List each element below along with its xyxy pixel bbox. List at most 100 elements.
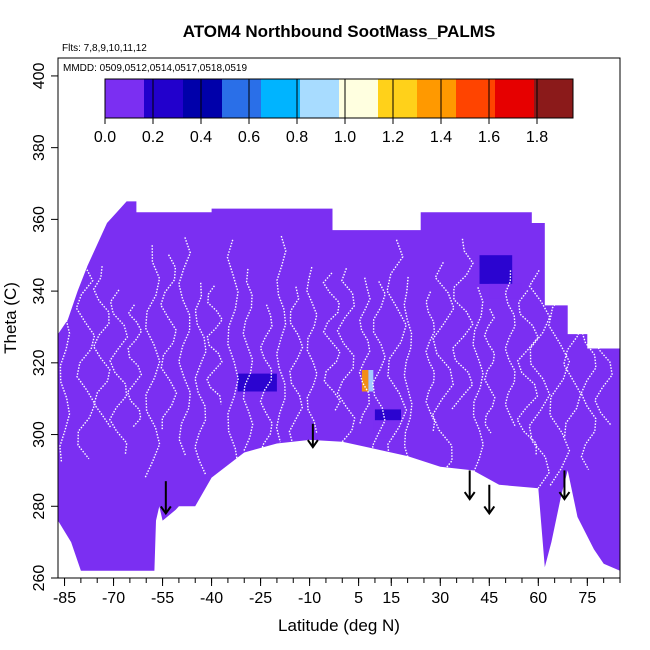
flight-track: [516, 290, 539, 455]
heat-patch-5: [374, 409, 401, 421]
flight-track: [483, 308, 496, 434]
profile-arrow: [558, 470, 571, 501]
colorbar-tick-label: 1.4: [430, 129, 452, 146]
colorbar-tick-label: 1.6: [478, 129, 500, 146]
colorbar-segment: [222, 79, 262, 118]
x-axis-label: Latitude (deg N): [278, 616, 400, 635]
chart-title: ATOM4 Northbound SootMass_PALMS: [183, 22, 496, 41]
flight-track: [194, 282, 207, 475]
heat-patch-3: [368, 370, 374, 392]
flights-label: Flts: 7,8,9,10,11,12: [62, 43, 147, 54]
flight-track: [160, 254, 178, 431]
x-tick-label: 5: [354, 590, 363, 607]
flight-track: [528, 270, 551, 489]
x-tick-label: -40: [200, 590, 223, 607]
y-tick-label: 340: [31, 278, 48, 305]
arrow-head: [558, 491, 571, 501]
x-tick-label: 30: [431, 590, 449, 607]
x-tick-label: 45: [480, 590, 498, 607]
flight-track: [259, 304, 273, 456]
arrow-head: [307, 439, 319, 449]
colorbar: 0.0 0.2 0.4 0.6 0.8 1.0 1.2 1.4 1.6 1.8: [94, 78, 574, 146]
y-axis: 260 280 300 320 340 360 380 400: [31, 62, 58, 591]
flight-track: [371, 281, 386, 459]
flight-track: [358, 277, 371, 426]
y-tick-label: 280: [31, 493, 48, 520]
colorbar-segment: [183, 79, 223, 118]
y-tick-label: 360: [31, 206, 48, 233]
x-tick-label: -85: [53, 590, 76, 607]
flight-track: [144, 245, 161, 478]
colorbar-tick-label: 0.8: [286, 129, 308, 146]
x-axis: -85 -70 -55 -40 -25 -10 5 15 30 45 60 75: [53, 578, 621, 607]
y-tick-label: 320: [31, 349, 48, 376]
flight-track: [306, 266, 318, 434]
x-tick-label: -10: [298, 590, 321, 607]
y-tick-label: 260: [31, 565, 48, 592]
profile-arrow: [463, 470, 476, 501]
colorbar-tick-label: 0.0: [94, 129, 116, 146]
flight-track: [242, 268, 254, 451]
colorbar-segment: [105, 79, 145, 118]
y-tick-label: 400: [31, 62, 48, 89]
colorbar-tick-label: 1.2: [382, 129, 404, 146]
flight-track: [451, 238, 474, 410]
flight-track: [275, 235, 287, 443]
flight-track: [322, 272, 342, 412]
flight-track: [425, 291, 436, 432]
flight-tracks: [59, 232, 614, 489]
colorbar-segment: [495, 79, 535, 118]
colorbar-tick-label: 0.6: [238, 129, 260, 146]
flight-track: [403, 276, 413, 475]
colorbar-segment: [300, 79, 340, 118]
flight-track: [472, 287, 484, 488]
flight-track: [205, 285, 224, 405]
colorbar-tick-label: 0.4: [190, 129, 212, 146]
flight-track: [178, 237, 192, 456]
x-tick-label: -25: [249, 590, 272, 607]
arrow-head: [483, 505, 496, 516]
y-axis-label: Theta (C): [1, 282, 20, 354]
flight-track: [288, 286, 304, 457]
flight-track: [226, 239, 239, 484]
plot-area: [58, 201, 620, 571]
flight-track: [431, 261, 455, 477]
colorbar-segment: [417, 79, 457, 118]
x-tick-label: 75: [578, 590, 596, 607]
colorbar-segment: [261, 79, 301, 118]
x-tick-label: 60: [529, 590, 547, 607]
colorbar-segment: [534, 79, 574, 118]
x-tick-label: -55: [151, 590, 174, 607]
flight-track: [548, 236, 571, 487]
colorbar-tick-label: 1.8: [526, 129, 548, 146]
colorbar-segment: [378, 79, 418, 118]
flight-track: [580, 291, 598, 470]
flight-track: [108, 289, 129, 455]
profile-arrow: [160, 481, 172, 516]
flight-track: [594, 248, 614, 426]
colorbar-segment: [339, 79, 379, 118]
colorbar-segment: [144, 79, 184, 118]
dates-label: MMDD: 0509,0512,0514,0517,0518,0519: [63, 63, 247, 74]
colorbar-tick-label: 1.0: [334, 129, 356, 146]
flight-track: [75, 266, 96, 460]
heat-patch-6: [479, 255, 513, 284]
flight-track: [562, 232, 582, 438]
arrow-head: [463, 491, 476, 501]
x-tick-label: 15: [382, 590, 400, 607]
flight-track: [126, 304, 143, 428]
y-tick-label: 380: [31, 134, 48, 161]
heat-patch-2: [361, 370, 369, 392]
flight-track: [386, 239, 408, 479]
heat-patch-4: [373, 420, 408, 439]
flight-track: [504, 270, 517, 427]
x-tick-label: -70: [102, 590, 125, 607]
profile-arrow: [307, 423, 319, 449]
colorbar-tick-label: 0.2: [142, 129, 164, 146]
flight-track: [336, 268, 356, 444]
coverage-region: [58, 201, 620, 571]
y-tick-label: 300: [31, 421, 48, 448]
arrow-head: [160, 505, 172, 516]
colorbar-segment: [456, 79, 496, 118]
